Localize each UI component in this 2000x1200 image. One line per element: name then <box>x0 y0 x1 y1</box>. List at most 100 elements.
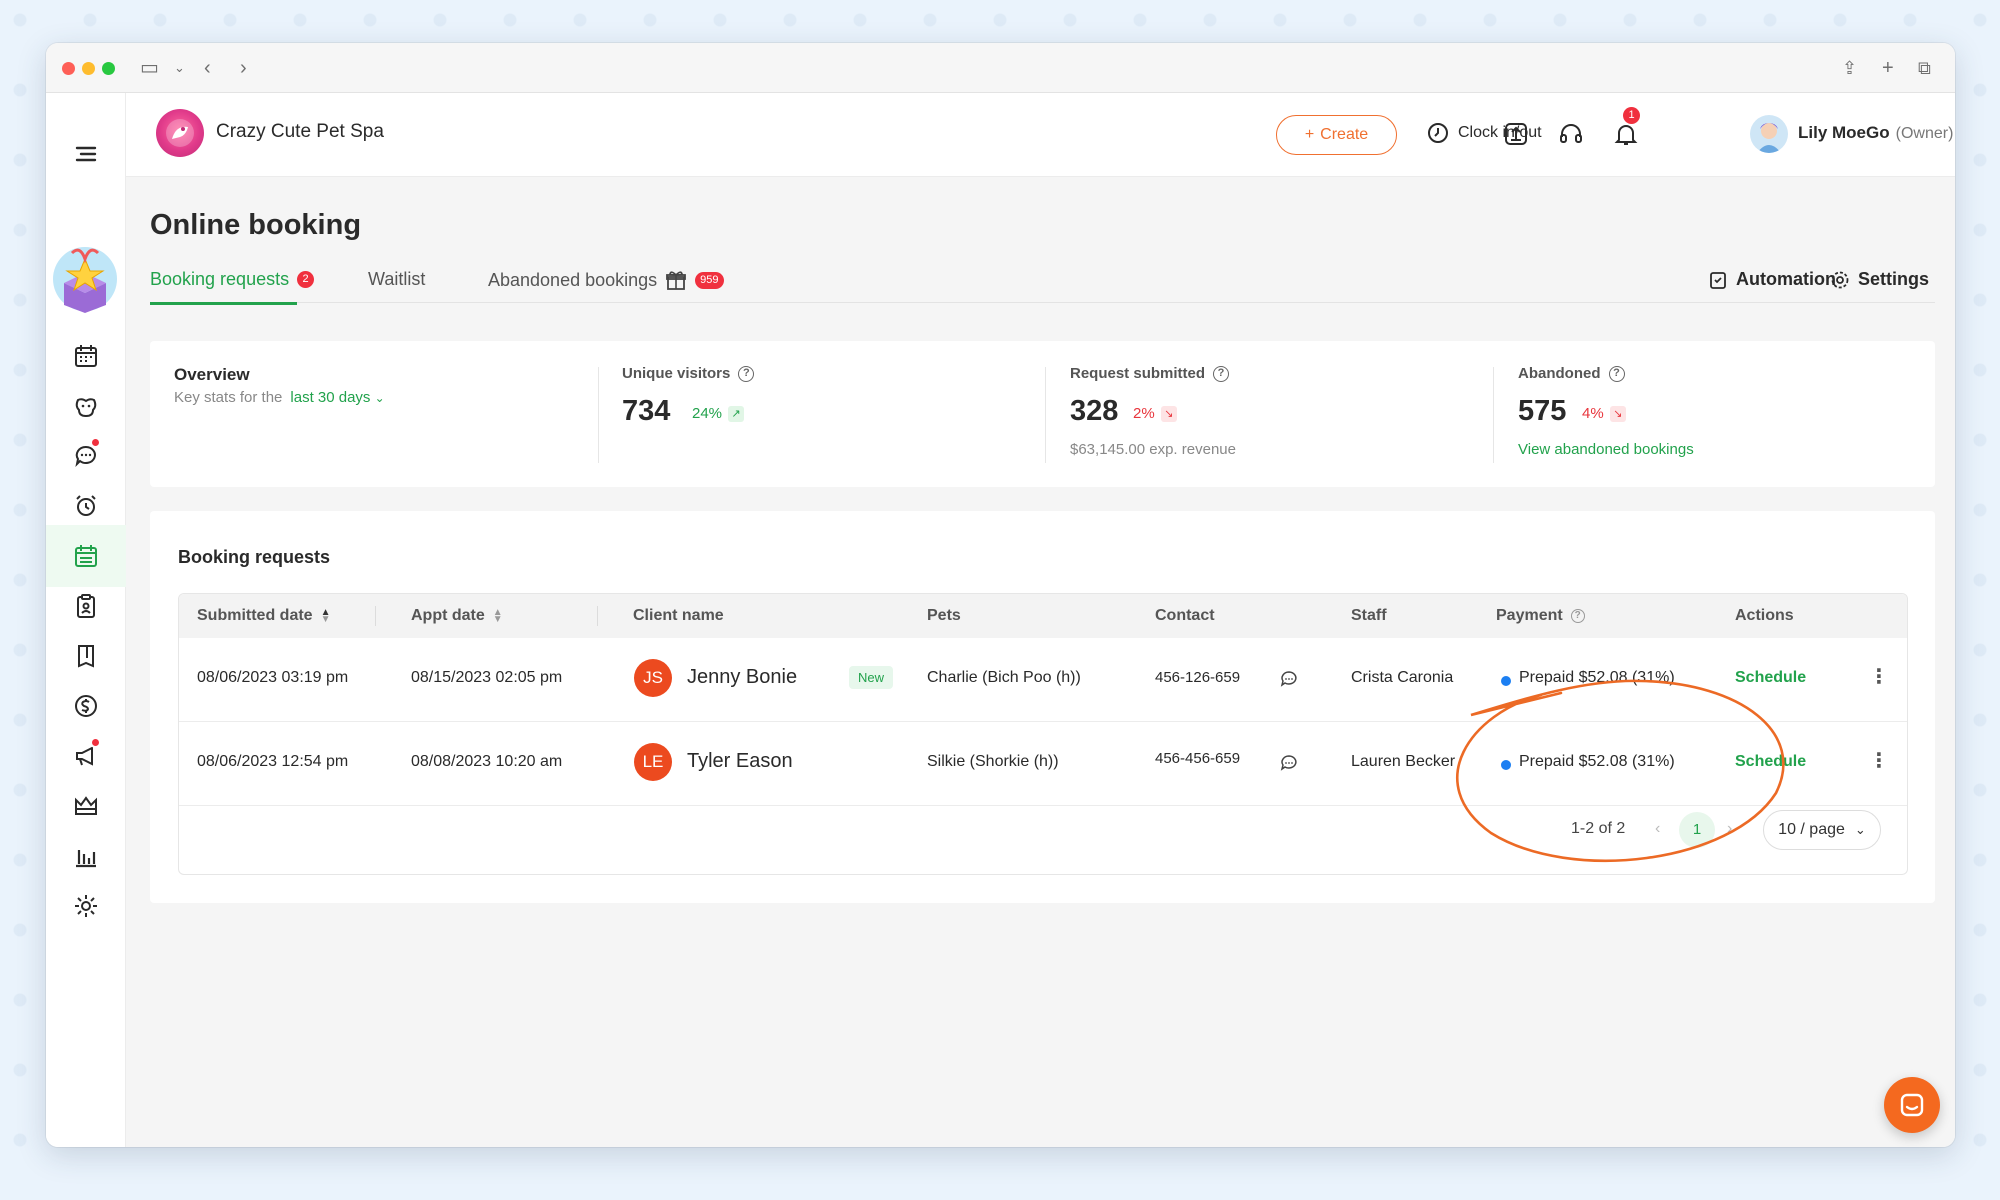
pet-name: Charlie (Bich Poo (h)) <box>927 669 1081 686</box>
booking-requests-table: Submitted date ▲ ▼ Appt date ▲ ▼ Client na… <box>178 593 1908 875</box>
dog-icon[interactable] <box>46 375 126 437</box>
bell-icon[interactable] <box>1612 120 1640 148</box>
upload-icon[interactable] <box>1502 120 1530 148</box>
stat-change-text: 4% <box>1582 405 1604 422</box>
unread-dot <box>90 437 101 448</box>
help-icon[interactable]: ? <box>1570 609 1585 623</box>
message-icon[interactable] <box>46 425 126 487</box>
tab-booking-requests[interactable]: Booking requests 2 <box>150 269 315 290</box>
clipboard-icon[interactable] <box>46 575 126 637</box>
chat-support-button[interactable] <box>1884 1077 1940 1133</box>
alert-dot <box>90 737 101 748</box>
megaphone-icon[interactable] <box>46 725 126 787</box>
tabs-overview-icon[interactable]: ⧉ <box>1918 58 1931 78</box>
user-role: (Owner) <box>1895 125 1954 142</box>
next-page-icon[interactable]: › <box>1727 820 1733 837</box>
sort-icon[interactable]: ▲ ▼ <box>492 607 503 625</box>
message-icon[interactable] <box>1279 753 1299 773</box>
tab-waitlist[interactable]: Waitlist <box>368 269 425 290</box>
maximize-window-button[interactable] <box>102 62 115 75</box>
gift-icon <box>666 271 687 290</box>
client-name[interactable]: Tyler Eason <box>687 750 793 772</box>
tab-abandoned-bookings[interactable]: Abandoned bookings 959 <box>488 269 724 291</box>
table-row[interactable]: 08/06/2023 03:19 pm 08/15/2023 02:05 pm … <box>179 638 1907 722</box>
alarm-icon[interactable] <box>46 475 126 537</box>
table-row[interactable]: 08/06/2023 12:54 pm 08/08/2023 10:20 am … <box>179 722 1907 806</box>
main-content: Online booking Booking requests 2 Waitli… <box>126 177 1955 1147</box>
automation-label: Automation <box>1736 269 1836 289</box>
share-icon[interactable]: ⇪ <box>1842 58 1858 78</box>
payment-amount: Prepaid $52.08 (31%) <box>1519 669 1675 686</box>
plus-icon: + <box>1304 126 1315 143</box>
appt-date: 08/08/2023 10:20 am <box>411 753 563 770</box>
stat-label: Unique visitors ? <box>622 365 755 382</box>
column-appt-date[interactable]: Appt date ▲ ▼ <box>411 607 503 625</box>
forward-icon[interactable]: › <box>240 57 247 79</box>
calendar-icon[interactable] <box>46 325 126 387</box>
settings-label: Settings <box>1858 269 1930 289</box>
arrow-down-right-icon: ↘ <box>1609 405 1626 422</box>
overview-card: Overview Key stats for the last 30 days ⌄… <box>150 341 1935 487</box>
user-name[interactable]: Lily MoeGo (Owner) <box>1798 123 1953 143</box>
menu-icon[interactable] <box>46 123 126 185</box>
stat-change: 24% ↗ <box>692 405 745 422</box>
schedule-button[interactable]: Schedule <box>1735 753 1807 770</box>
column-label: Staff <box>1351 607 1387 624</box>
payment-status-dot <box>1501 676 1511 686</box>
close-window-button[interactable] <box>62 62 75 75</box>
automation-link[interactable]: Automation <box>1708 269 1836 290</box>
count-badge: 2 <box>297 271 315 288</box>
stat-change-text: 2% <box>1133 405 1155 422</box>
sort-icon[interactable]: ▲ ▼ <box>320 607 331 625</box>
column-separator <box>597 606 598 626</box>
help-icon[interactable]: ? <box>738 365 755 382</box>
sidebar-toggle-icon[interactable]: ▭ <box>140 57 159 79</box>
prev-page-icon[interactable]: ‹ <box>1655 820 1661 837</box>
topbar: Crazy Cute Pet Spa + Create Clock in/out… <box>126 93 1955 177</box>
chat-icon <box>1900 1093 1924 1117</box>
table-header: Submitted date ▲ ▼ Appt date ▲ ▼ Client na… <box>179 594 1907 638</box>
clock-in-out-button[interactable]: Clock in/out <box>1426 121 1542 145</box>
new-tab-icon[interactable]: + <box>1882 57 1894 79</box>
view-abandoned-bookings-link[interactable]: View abandoned bookings <box>1518 441 1694 458</box>
appt-date: 08/15/2023 02:05 pm <box>411 669 563 686</box>
divider <box>1045 367 1046 463</box>
contact-phone: 456-126-659 <box>1155 669 1241 686</box>
column-submitted-date[interactable]: Submitted date ▲ ▼ <box>197 607 330 625</box>
business-logo[interactable] <box>156 109 204 157</box>
avatar[interactable] <box>1750 115 1788 153</box>
dollar-icon[interactable] <box>46 675 126 737</box>
business-name[interactable]: Crazy Cute Pet Spa <box>216 121 384 142</box>
gear-icon[interactable] <box>46 875 126 937</box>
more-options-icon[interactable]: ⋮ <box>1869 666 1889 688</box>
schedule-button[interactable]: Schedule <box>1735 669 1807 686</box>
column-client-name: Client name <box>633 607 724 625</box>
tab-label: Waitlist <box>368 269 426 289</box>
tab-label: Booking requests <box>150 269 290 289</box>
page-button-current[interactable]: 1 <box>1679 812 1715 848</box>
clock-icon <box>1428 123 1448 143</box>
back-icon[interactable]: ‹ <box>204 57 211 79</box>
chart-icon[interactable] <box>46 825 126 887</box>
page-size-select[interactable]: 10 / page ⌄ <box>1763 810 1881 850</box>
date-range-dropdown[interactable]: last 30 days ⌄ <box>290 389 384 406</box>
browser-chrome: ▭ ⌄ ‹ › ⇪ + ⧉ <box>46 43 1955 93</box>
client-name[interactable]: Jenny Bonie <box>687 666 798 688</box>
app-window: ▭ ⌄ ‹ › ⇪ + ⧉ <box>46 43 1955 1147</box>
column-label: Actions <box>1735 607 1794 624</box>
book-icon[interactable] <box>46 625 126 687</box>
stat-change: 4% ↘ <box>1582 405 1626 422</box>
booking-icon[interactable] <box>46 525 126 587</box>
minimize-window-button[interactable] <box>82 62 95 75</box>
crown-icon[interactable] <box>46 775 126 837</box>
more-options-icon[interactable]: ⋮ <box>1869 750 1889 772</box>
tab-bar: Booking requests 2 Waitlist Abandoned bo… <box>150 261 1935 305</box>
help-icon[interactable]: ? <box>1608 365 1625 382</box>
create-button[interactable]: + Create <box>1276 115 1397 155</box>
chevron-down-icon[interactable]: ⌄ <box>174 60 185 75</box>
contact-phone: 456-456-659 <box>1155 750 1241 767</box>
settings-link[interactable]: Settings <box>1830 269 1929 290</box>
headset-icon[interactable] <box>1557 120 1585 148</box>
message-icon[interactable] <box>1279 669 1299 689</box>
help-icon[interactable]: ? <box>1213 365 1230 382</box>
